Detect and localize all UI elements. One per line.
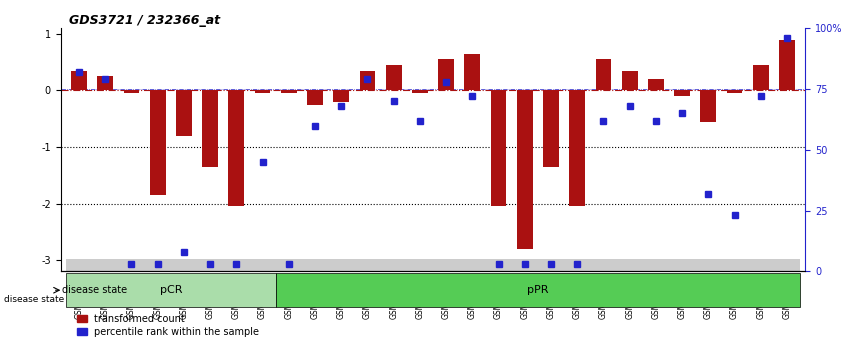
FancyBboxPatch shape: [564, 259, 591, 271]
Bar: [779, 40, 795, 91]
FancyBboxPatch shape: [223, 259, 249, 271]
Bar: [675, 91, 690, 96]
Bar: [229, 91, 244, 206]
FancyBboxPatch shape: [591, 259, 617, 271]
Bar: [71, 71, 87, 91]
FancyBboxPatch shape: [145, 259, 171, 271]
Bar: [491, 91, 507, 206]
Text: pCR: pCR: [159, 285, 182, 295]
Bar: [150, 91, 165, 195]
FancyBboxPatch shape: [354, 259, 380, 271]
Bar: [97, 76, 113, 91]
FancyBboxPatch shape: [617, 259, 643, 271]
FancyBboxPatch shape: [486, 259, 512, 271]
Bar: [438, 59, 454, 91]
Bar: [255, 91, 270, 93]
FancyBboxPatch shape: [669, 259, 695, 271]
FancyBboxPatch shape: [433, 259, 459, 271]
Bar: [412, 91, 428, 93]
Bar: [753, 65, 769, 91]
FancyBboxPatch shape: [275, 273, 800, 307]
Text: disease state: disease state: [4, 295, 65, 304]
Bar: [648, 79, 663, 91]
Bar: [333, 91, 349, 102]
FancyBboxPatch shape: [512, 259, 538, 271]
Legend: transformed count, percentile rank within the sample: transformed count, percentile rank withi…: [73, 310, 263, 341]
Bar: [385, 65, 402, 91]
Bar: [596, 59, 611, 91]
Bar: [701, 91, 716, 121]
Text: disease state: disease state: [62, 285, 127, 295]
FancyBboxPatch shape: [249, 259, 275, 271]
FancyBboxPatch shape: [643, 259, 669, 271]
FancyBboxPatch shape: [92, 259, 119, 271]
Bar: [622, 71, 637, 91]
Bar: [727, 91, 742, 93]
FancyBboxPatch shape: [197, 259, 223, 271]
Bar: [124, 91, 139, 93]
FancyBboxPatch shape: [328, 259, 354, 271]
FancyBboxPatch shape: [380, 259, 407, 271]
Text: GDS3721 / 232366_at: GDS3721 / 232366_at: [69, 14, 221, 27]
FancyBboxPatch shape: [747, 259, 774, 271]
Text: pPR: pPR: [527, 285, 549, 295]
Bar: [464, 54, 481, 91]
FancyBboxPatch shape: [459, 259, 486, 271]
FancyBboxPatch shape: [302, 259, 328, 271]
Bar: [359, 71, 375, 91]
FancyBboxPatch shape: [66, 273, 275, 307]
Bar: [307, 91, 323, 105]
FancyBboxPatch shape: [774, 259, 800, 271]
FancyBboxPatch shape: [721, 259, 747, 271]
FancyBboxPatch shape: [171, 259, 197, 271]
FancyBboxPatch shape: [695, 259, 721, 271]
FancyBboxPatch shape: [538, 259, 564, 271]
FancyBboxPatch shape: [407, 259, 433, 271]
FancyBboxPatch shape: [275, 259, 302, 271]
FancyBboxPatch shape: [66, 259, 92, 271]
Bar: [203, 91, 218, 167]
Bar: [517, 91, 533, 249]
Bar: [543, 91, 559, 167]
Bar: [176, 91, 191, 136]
Bar: [281, 91, 297, 93]
FancyBboxPatch shape: [119, 259, 145, 271]
Bar: [569, 91, 585, 206]
